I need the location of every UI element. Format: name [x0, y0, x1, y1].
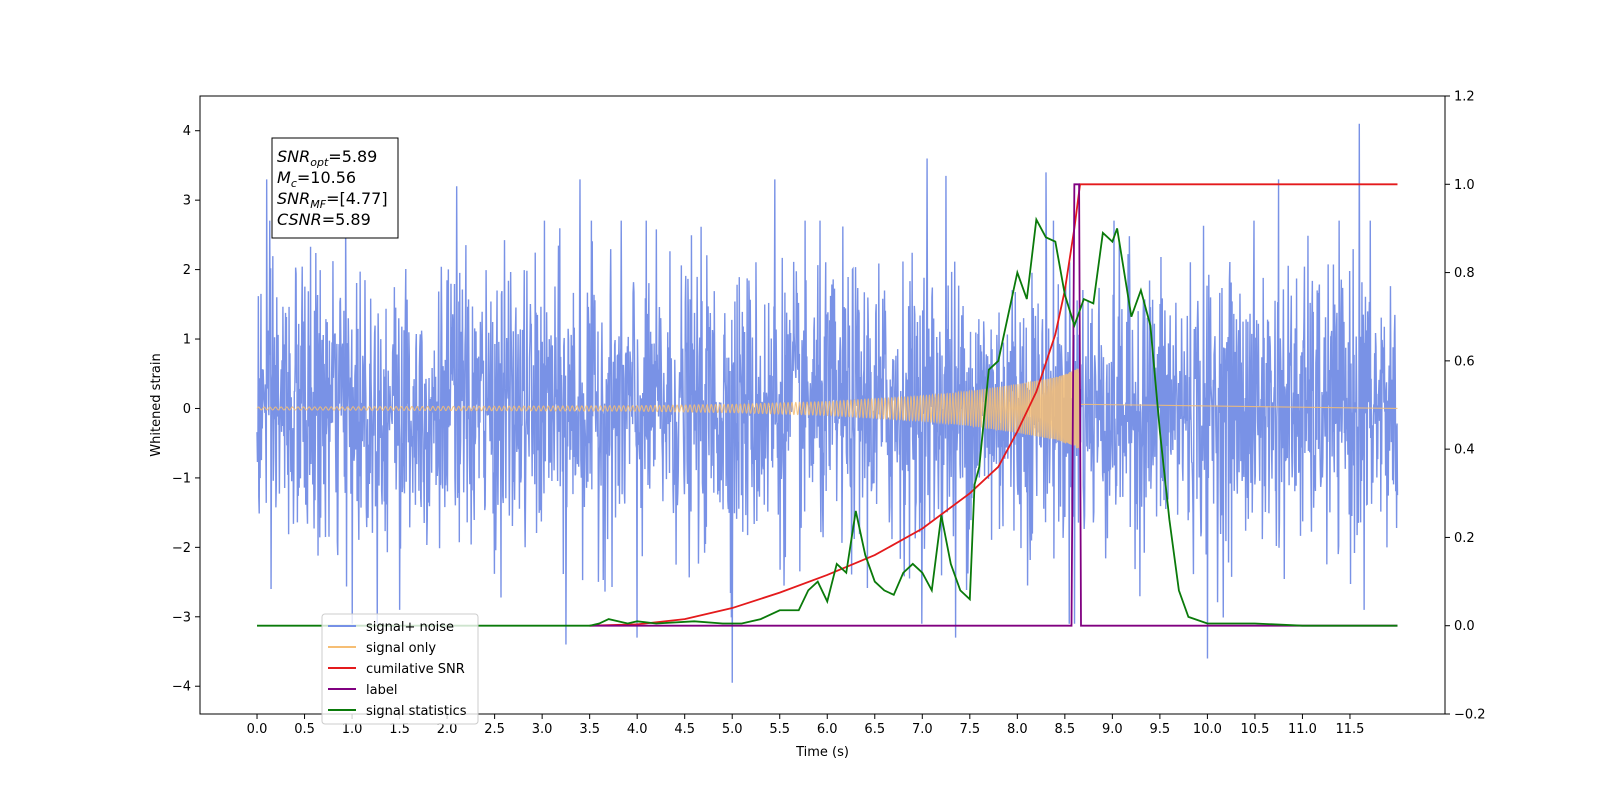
x-tick-label: 0.0: [247, 722, 268, 737]
x-tick-label: 2.0: [437, 722, 458, 737]
y-tick-label-left: 2: [183, 263, 191, 278]
x-tick-label: 6.5: [864, 722, 885, 737]
x-tick-label: 8.0: [1007, 722, 1028, 737]
chirp-series-layer: [256, 368, 1398, 450]
x-axis-label: Time (s): [795, 745, 849, 760]
x-tick-label: 2.5: [484, 722, 505, 737]
legend-entry-label: signal statistics: [366, 704, 467, 719]
y-tick-label-left: 1: [183, 333, 191, 348]
annotation-line: SNRopt=5.89: [277, 147, 377, 169]
y-tick-label-left: −3: [172, 610, 191, 625]
line-series-layer: [257, 183, 1398, 627]
y-tick-label-right: 0.6: [1454, 354, 1475, 369]
annotation-line: Mc=10.56: [277, 168, 356, 190]
y-tick-label-left: −1: [172, 471, 191, 486]
y-tick-label-right: 0.0: [1454, 619, 1475, 634]
series-line-signal-statistics: [257, 216, 1398, 627]
x-tick-label: 7.5: [959, 722, 980, 737]
y-tick-label-left: 0: [183, 402, 191, 417]
legend-entry-label: signal+ noise: [366, 620, 454, 635]
series-line-cumilative-snr: [589, 183, 1398, 627]
y-tick-label-right: 0.8: [1454, 266, 1475, 281]
x-tick-label: 4.0: [627, 722, 648, 737]
x-tick-label: 4.5: [674, 722, 695, 737]
annotation-line: CSNR=5.89: [277, 210, 371, 229]
plot-frame: [199, 95, 1446, 715]
y-tick-label-left: −2: [172, 541, 191, 556]
x-tick-label: 1.5: [389, 722, 410, 737]
x-tick-label: 3.0: [532, 722, 553, 737]
y-tick-label-left: 3: [183, 194, 191, 209]
x-tick-label: 5.5: [769, 722, 790, 737]
axes-layer: 0.0 0.5 1.0 1.5 2.0 2.5 3.0 3.5 4.0 4.5 5.0 5.5 6.0 6…: [172, 90, 1486, 738]
y-tick-label-right: −0.2: [1454, 708, 1486, 723]
legend-entry-label: label: [366, 683, 397, 698]
x-tick-label: 10.0: [1193, 722, 1222, 737]
x-tick-label: 9.5: [1150, 722, 1171, 737]
x-tick-label: 11.5: [1335, 722, 1364, 737]
y-tick-label-right: 1.0: [1454, 178, 1475, 193]
series-line-signal-only: [256, 368, 1398, 450]
series-line-label: [589, 183, 1398, 627]
legend-frame: [321, 613, 479, 725]
x-tick-label: 9.0: [1102, 722, 1123, 737]
y-tick-label-right: 0.4: [1454, 443, 1475, 458]
annotation-line: SNRMF=[4.77]: [277, 189, 388, 211]
noise-series-layer: [256, 123, 1399, 683]
x-tick-label: 10.5: [1240, 722, 1269, 737]
x-tick-label: 8.5: [1055, 722, 1076, 737]
y-tick-label-right: 0.2: [1454, 531, 1475, 546]
x-tick-label: 6.0: [817, 722, 838, 737]
series-line-signal-noise: [256, 123, 1399, 683]
y-tick-label-left: −4: [172, 680, 191, 695]
legend-entry-label: cumilative SNR: [366, 662, 465, 677]
x-tick-label: 11.0: [1288, 722, 1317, 737]
legend: signal+ noise signal only cumilative SNR la…: [321, 613, 479, 725]
annotation-box-frame: [271, 137, 399, 239]
legend-entry-label: signal only: [366, 641, 436, 656]
x-tick-label: 5.0: [722, 722, 743, 737]
x-tick-label: 0.5: [294, 722, 315, 737]
y-axis-label-left: Whitened strain: [149, 353, 164, 456]
y-tick-label-right: 1.2: [1454, 90, 1475, 105]
y-tick-label-left: 4: [183, 124, 191, 139]
x-tick-label: 7.0: [912, 722, 933, 737]
x-tick-label: 3.5: [579, 722, 600, 737]
x-tick-label: 1.0: [342, 722, 363, 737]
